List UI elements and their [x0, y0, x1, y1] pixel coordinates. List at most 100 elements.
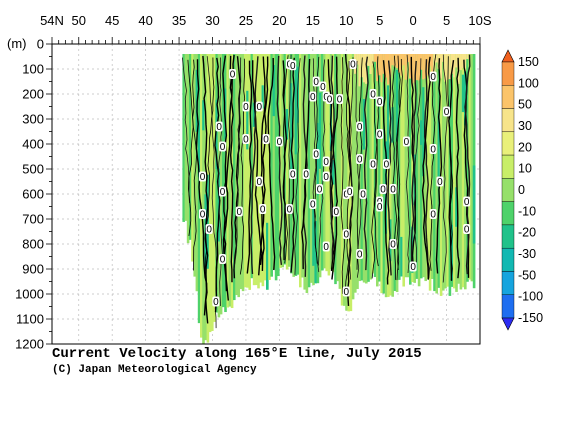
velocity-surface-band	[391, 54, 395, 66]
velocity-column	[219, 54, 223, 315]
contour-zero-label: 0	[443, 106, 451, 118]
velocity-column	[266, 54, 269, 290]
svg-text:0: 0	[277, 137, 283, 148]
contour-zero-label: 0	[316, 184, 323, 196]
velocity-streak	[332, 159, 335, 185]
velocity-column	[195, 54, 199, 292]
svg-text:0: 0	[310, 92, 316, 103]
velocity-column	[470, 54, 474, 282]
velocity-surface-band	[369, 54, 373, 75]
contour-line	[187, 59, 194, 236]
velocity-surface-band	[450, 54, 454, 74]
velocity-surface-band	[378, 54, 381, 76]
velocity-surface-band	[387, 54, 390, 85]
velocity-column	[450, 54, 454, 287]
velocity-column	[433, 54, 436, 292]
contour-line	[282, 55, 289, 264]
x-tick-label: 50	[72, 13, 86, 28]
svg-text:0: 0	[200, 210, 206, 221]
y-tick-label: 400	[22, 137, 44, 152]
contour-zero-label: 0	[255, 176, 263, 188]
svg-text:0: 0	[357, 250, 363, 261]
svg-text:0: 0	[243, 102, 249, 113]
velocity-streak	[314, 221, 318, 284]
contour-line	[410, 60, 417, 265]
svg-text:0: 0	[347, 187, 353, 198]
contour-line	[464, 54, 471, 275]
svg-text:0: 0	[380, 185, 386, 196]
contour-zero-label: 0	[376, 201, 384, 213]
svg-text:0: 0	[303, 170, 309, 181]
velocity-column	[272, 54, 276, 270]
velocity-column	[255, 54, 258, 286]
contour-line	[260, 56, 266, 272]
velocity-surface-band	[406, 54, 410, 63]
velocity-column	[182, 54, 186, 222]
contour-zero-label: 0	[356, 154, 364, 166]
velocity-column	[263, 54, 267, 281]
velocity-surface-band	[435, 54, 439, 63]
svg-text:0: 0	[404, 137, 410, 148]
velocity-surface-band	[431, 54, 434, 77]
svg-text:0: 0	[206, 225, 212, 236]
velocity-column	[257, 54, 260, 289]
contour-line	[282, 60, 288, 261]
velocity-column	[281, 54, 285, 268]
svg-text:0: 0	[320, 82, 326, 93]
contour-line	[290, 57, 295, 273]
svg-text:0: 0	[220, 187, 226, 198]
colorbar-label: 100	[518, 76, 539, 90]
contour-zero-label: 0	[369, 159, 377, 171]
x-tick-label: 15	[306, 13, 320, 28]
svg-text:0: 0	[437, 177, 443, 188]
svg-text:0: 0	[350, 60, 356, 71]
contour-zero-label: 0	[336, 94, 344, 106]
contour-line	[392, 55, 398, 280]
contour-line	[276, 55, 283, 265]
contour-zero-label: 0	[436, 176, 444, 188]
contour-zero-label: 0	[215, 121, 223, 133]
velocity-surface-band	[426, 54, 430, 76]
contour-line	[202, 55, 209, 324]
velocity-column	[468, 54, 472, 280]
contour-zero-label: 0	[429, 209, 437, 221]
contour-line	[424, 59, 431, 279]
svg-text:0: 0	[263, 135, 269, 146]
velocity-column	[428, 54, 432, 291]
contour-line	[249, 56, 259, 274]
svg-text:0: 0	[257, 177, 263, 188]
contour-zero-label: 0	[322, 241, 330, 253]
velocity-column	[389, 54, 392, 296]
svg-text:0: 0	[390, 240, 396, 251]
svg-text:0: 0	[360, 190, 366, 201]
velocity-surface-band	[398, 54, 401, 73]
svg-text:0: 0	[200, 172, 206, 183]
velocity-column	[222, 54, 225, 308]
svg-text:0: 0	[317, 185, 323, 196]
svg-text:0: 0	[290, 170, 296, 181]
contour-zero-label: 0	[302, 169, 310, 181]
contour-zero-label: 0	[289, 60, 297, 72]
velocity-surface-band	[448, 54, 452, 80]
svg-text:0: 0	[290, 61, 296, 72]
contour-zero-label: 0	[389, 239, 397, 251]
x-tick-label: 10	[339, 13, 353, 28]
velocity-column	[444, 54, 447, 289]
velocity-column	[294, 54, 298, 276]
contour-zero-label: 0	[409, 261, 417, 273]
y-tick-label: 100	[22, 62, 44, 77]
contour-zero-label: 0	[235, 206, 243, 218]
contour-zero-label: 0	[312, 149, 320, 161]
velocity-surface-band	[455, 54, 458, 68]
velocity-streak	[290, 83, 293, 178]
velocity-column	[274, 54, 278, 281]
velocity-surface-band	[420, 54, 423, 70]
velocity-streak	[316, 122, 320, 196]
velocity-surface-band	[446, 54, 450, 80]
colorbar-label: 30	[518, 119, 532, 133]
y-tick-label: 200	[22, 87, 44, 102]
svg-text:0: 0	[444, 107, 450, 118]
velocity-streak	[450, 224, 454, 281]
x-tick-label: 35	[172, 13, 186, 28]
x-tick-label: 5	[443, 13, 450, 28]
